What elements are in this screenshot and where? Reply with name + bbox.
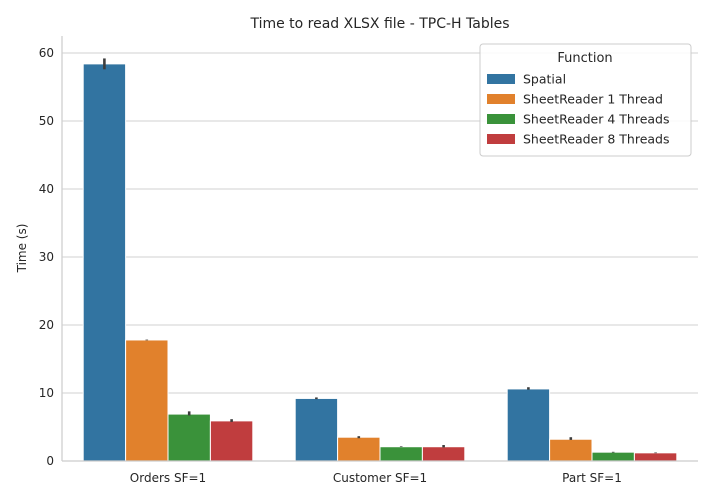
legend-label: SheetReader 8 Threads — [523, 132, 670, 147]
legend-swatch — [487, 134, 515, 144]
y-tick-label: 0 — [46, 454, 54, 468]
error-bars — [103, 58, 657, 454]
legend-items: Spatial SheetReader 1 Thread SheetReader 4… — [487, 72, 670, 147]
legend-label: SheetReader 1 Thread — [523, 92, 663, 107]
legend-label: SheetReader 4 Threads — [523, 112, 670, 127]
bar — [125, 339, 169, 462]
bar — [591, 451, 635, 462]
legend-swatch — [487, 94, 515, 104]
y-tick-label: 10 — [39, 386, 54, 400]
x-tick-label: Part SF=1 — [562, 471, 622, 485]
bar — [82, 63, 127, 462]
legend-frame — [479, 43, 692, 157]
x-tick-label: Customer SF=1 — [333, 471, 427, 485]
bar — [209, 420, 254, 462]
y-tick-label: 40 — [39, 182, 54, 196]
bar — [337, 436, 381, 462]
bar — [506, 388, 551, 462]
bar — [379, 446, 423, 462]
chart-title: Time to read XLSX file - TPC-H Tables — [249, 16, 509, 32]
bar — [421, 446, 466, 462]
legend-label: Spatial — [523, 72, 566, 87]
y-tick-label: 20 — [39, 318, 54, 332]
y-tick-labels: 0 10 20 30 40 50 60 — [39, 46, 54, 468]
legend-swatch — [487, 114, 515, 124]
legend: Function Spatial SheetReader 1 Thread Shee… — [479, 43, 692, 157]
y-axis-label: Time (s) — [15, 224, 29, 274]
bar — [549, 438, 593, 462]
bar — [633, 452, 678, 462]
x-tick-labels: Orders SF=1 Customer SF=1 Part SF=1 — [130, 471, 622, 485]
x-tick-label: Orders SF=1 — [130, 471, 206, 485]
y-tick-label: 60 — [39, 46, 54, 60]
y-tick-label: 50 — [39, 114, 54, 128]
legend-swatch — [487, 74, 515, 84]
bar — [294, 397, 339, 462]
y-tick-label: 30 — [39, 250, 54, 264]
legend-title: Function — [557, 51, 612, 66]
bar — [167, 413, 211, 462]
